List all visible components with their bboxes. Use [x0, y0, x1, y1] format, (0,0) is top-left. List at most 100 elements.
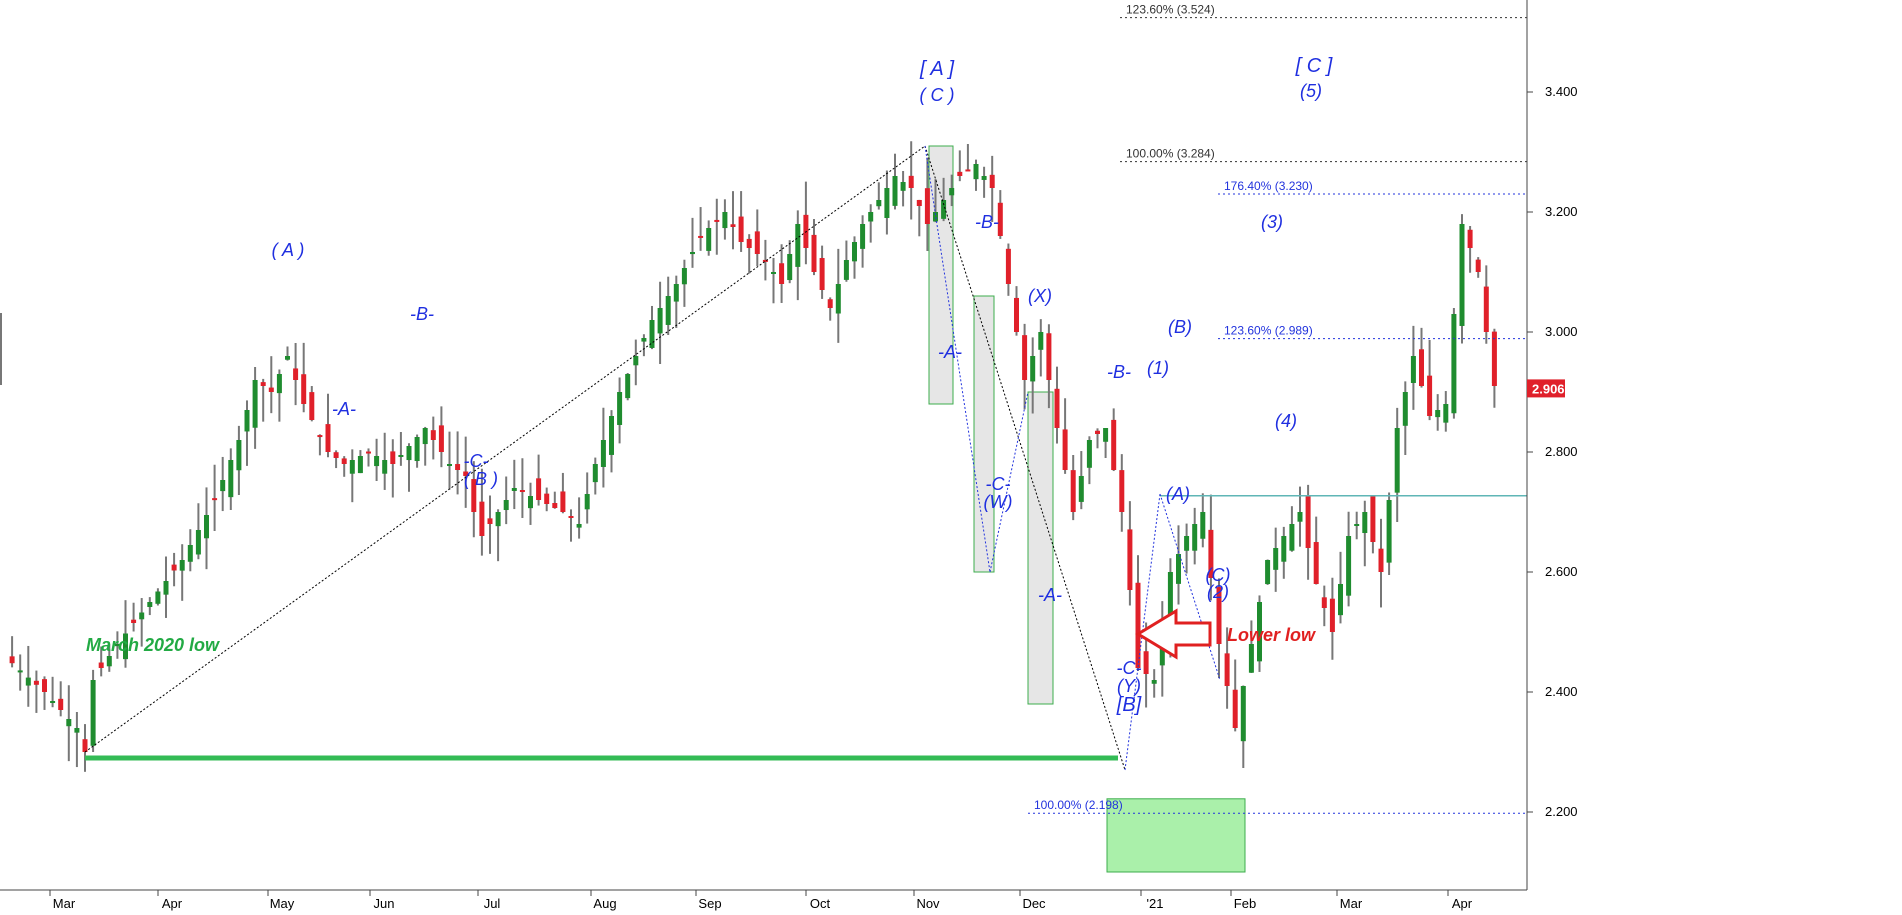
candle-body — [82, 739, 88, 752]
wave-label: (5) — [1300, 81, 1322, 101]
wave-label: -C- — [464, 451, 489, 471]
wave-label: ( A ) — [272, 240, 305, 260]
candle-body — [1475, 259, 1481, 272]
candle-body — [965, 169, 971, 172]
x-tick-label: Apr — [1452, 896, 1473, 911]
target-zone-box — [1106, 798, 1246, 873]
candle-body — [673, 284, 679, 302]
x-tick-label: Sep — [698, 896, 721, 911]
candle-body — [187, 545, 193, 562]
wave-zone-box — [928, 145, 954, 405]
x-tick-label: Feb — [1234, 896, 1256, 911]
candle-body — [665, 296, 671, 325]
candle-body — [1111, 419, 1117, 470]
candle-body — [503, 500, 509, 511]
candle-body — [852, 242, 857, 262]
x-tick-label: Nov — [916, 896, 940, 911]
candle-body — [811, 234, 817, 272]
candle-body — [1232, 689, 1238, 728]
candle-body — [528, 496, 533, 509]
candle-body — [1427, 375, 1433, 416]
candle-body — [422, 428, 428, 445]
x-tick-label: Mar — [53, 896, 76, 911]
candle-body — [171, 564, 177, 571]
wave-label: (A) — [1166, 484, 1190, 504]
y-tick-label: 3.400 — [1545, 84, 1578, 99]
candle-body — [487, 518, 493, 524]
candle-body — [1491, 331, 1497, 386]
candle-body — [1321, 597, 1327, 608]
candle-body — [641, 338, 647, 342]
candle-body — [1386, 500, 1392, 563]
candle-body — [981, 176, 987, 180]
candle-body — [1362, 512, 1368, 534]
wave-label: (1) — [1147, 358, 1169, 378]
candle-body — [50, 701, 56, 703]
candle-body — [997, 202, 1003, 236]
candle-body — [592, 464, 598, 483]
candle-body — [576, 524, 582, 528]
candle-body — [843, 260, 849, 280]
candle-body — [1329, 598, 1335, 632]
candle-body — [1410, 356, 1416, 383]
candle-body — [349, 460, 355, 474]
candle-body — [1394, 428, 1400, 493]
fib-level-label: 123.60% (3.524) — [1126, 3, 1215, 17]
candle-body — [1248, 644, 1254, 673]
candle-body — [779, 263, 785, 284]
candle-body — [1435, 410, 1441, 418]
candle-body — [382, 460, 388, 474]
fib-level-label: 100.00% (2.198) — [1034, 798, 1123, 812]
candle-body — [625, 374, 631, 399]
candle-body — [495, 512, 501, 527]
candle-body — [1305, 495, 1311, 548]
y-tick-label: 2.800 — [1545, 444, 1578, 459]
candle-body — [1378, 548, 1384, 572]
candle-body — [1095, 430, 1100, 434]
wave-label: -B- — [410, 304, 434, 324]
candle-body — [1451, 314, 1457, 414]
trend-line — [84, 145, 926, 753]
candle-body — [25, 677, 31, 686]
x-tick-label: May — [270, 896, 295, 911]
candle-body — [584, 494, 590, 510]
candlestick-series — [9, 141, 1497, 772]
wave-label: (Y) — [1117, 676, 1141, 696]
last-price-value: 2.906 — [1532, 381, 1565, 396]
candle-body — [1005, 248, 1011, 284]
candle-body — [746, 238, 752, 248]
candle-body — [568, 515, 574, 518]
fib-level-label: 100.00% (3.284) — [1126, 147, 1215, 161]
wave-label: (W) — [984, 492, 1013, 512]
candle-body — [609, 416, 614, 455]
x-tick-label: Jul — [484, 896, 501, 911]
wave-label: -A- — [1038, 585, 1062, 605]
wave-label: (4) — [1275, 411, 1297, 431]
candle-body — [1443, 404, 1449, 423]
wave-label: -B- — [1107, 362, 1131, 382]
x-tick-label: Apr — [162, 896, 183, 911]
candle-body — [884, 188, 890, 218]
candle-body — [1054, 388, 1060, 428]
candle-body — [447, 464, 452, 466]
wave-label: [ A ] — [919, 58, 955, 80]
candle-body — [1030, 356, 1036, 382]
candle-body — [1265, 560, 1271, 585]
candle-body — [519, 490, 525, 493]
candle-body — [244, 410, 250, 432]
candle-body — [123, 633, 128, 660]
candle-body — [617, 392, 623, 425]
candle-body — [900, 182, 906, 191]
candle-body — [1224, 653, 1230, 686]
candle-body — [33, 680, 39, 685]
candle-body — [195, 530, 201, 555]
lower-low-label: Lower low — [1227, 625, 1316, 645]
candle-body — [1297, 512, 1303, 522]
candle-body — [333, 452, 339, 458]
candle-body — [179, 560, 185, 571]
x-tick-label: Aug — [593, 896, 616, 911]
candle-body — [1467, 229, 1473, 248]
candle-body — [1354, 524, 1360, 526]
wave-label: ( C ) — [920, 85, 955, 105]
